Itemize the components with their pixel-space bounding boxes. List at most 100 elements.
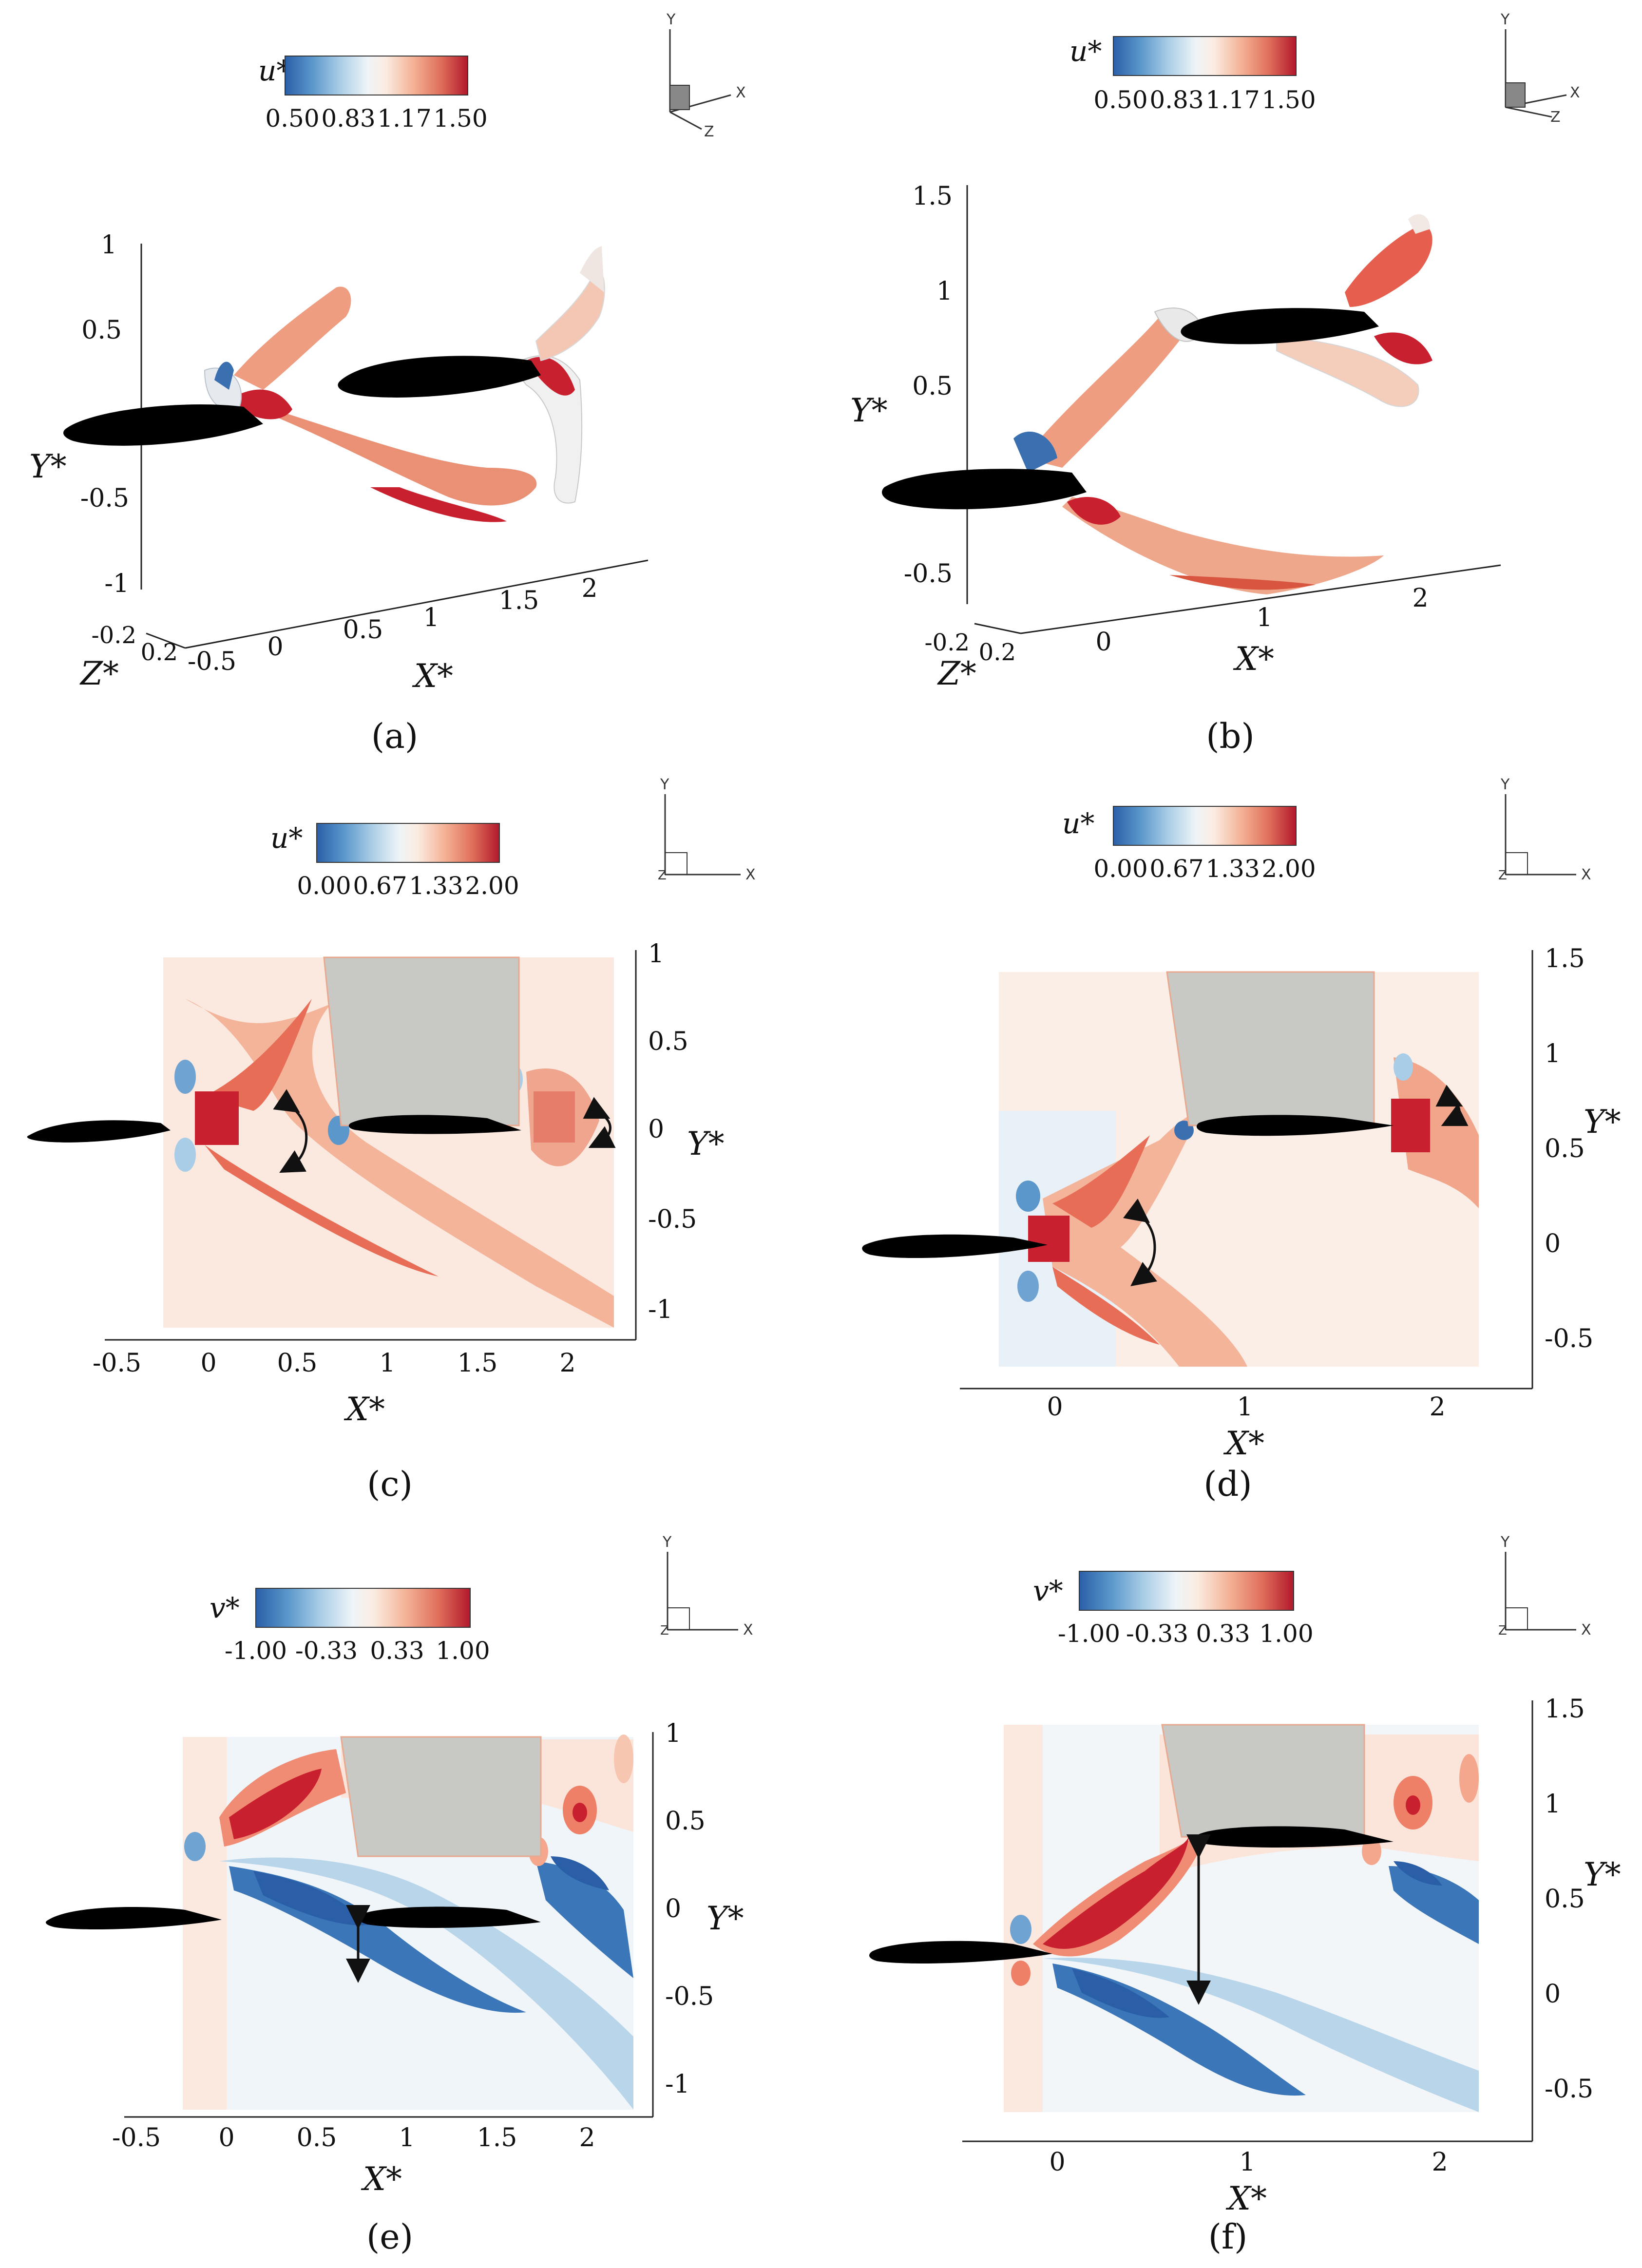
y-tick: 0 <box>665 1894 681 1924</box>
y-tick: -0.5 <box>665 1982 714 2011</box>
x-tick: 0.5 <box>343 615 383 645</box>
colorbar-tick: 0.67 <box>1149 855 1203 883</box>
front-foil-b <box>882 469 1087 510</box>
x-tick: 1 <box>379 1349 395 1378</box>
colorbar-e: v* -1.00 -0.33 0.33 1.00 <box>210 1588 490 1665</box>
colorbar-label: u* <box>1062 807 1094 840</box>
y-tick: 1.5 <box>912 182 953 211</box>
y-tick: 0.5 <box>912 372 953 401</box>
rear-foil-b <box>1181 308 1379 344</box>
x-tick: -0.5 <box>112 2123 161 2153</box>
x-tick: 0 <box>1095 628 1111 657</box>
y-label: Y* <box>1584 1103 1621 1141</box>
y-tick: 1.5 <box>1545 944 1585 973</box>
colorbar-b: u* 0.50 0.83 1.17 1.50 <box>1069 35 1316 114</box>
triad-y: Y <box>660 776 669 793</box>
colorbar-tick: 2.00 <box>1261 855 1316 883</box>
triad-x: X <box>736 84 746 101</box>
z-tick: -0.2 <box>924 629 970 656</box>
y-tick: 0 <box>1545 1980 1561 2009</box>
colorbar-tick: 0.50 <box>265 104 319 133</box>
colorbar-tick: 1.17 <box>1205 86 1260 114</box>
panel-d: u* 0.00 0.67 1.33 2.00 Y X Z <box>862 776 1621 1504</box>
axis-triad-b: Y X Z <box>1500 11 1580 126</box>
y-tick: 1 <box>1545 1039 1561 1068</box>
front-foil-f <box>869 1941 1052 1963</box>
y-tick: 0 <box>1545 1229 1561 1258</box>
axis-triad-d: Y X Z <box>1498 776 1591 883</box>
colorbar-tick: 0.83 <box>1149 86 1203 114</box>
caption-a: (a) <box>371 716 418 756</box>
x-tick: 1 <box>1256 603 1272 632</box>
x-tick: 2 <box>579 2123 595 2153</box>
colorbar-label: v* <box>1033 1574 1063 1607</box>
y-tick: -0.5 <box>648 1205 697 1234</box>
colorbar-label: u* <box>1069 35 1102 68</box>
triad-z: Z <box>660 1623 669 1638</box>
colorbar-tick: -0.33 <box>1126 1620 1188 1648</box>
colorbar-d: u* 0.00 0.67 1.33 2.00 <box>1062 806 1316 883</box>
panel-e: v* -1.00 -0.33 0.33 1.00 Y X Z <box>46 1534 753 2257</box>
plot-2d-d: 1.5 1 0.5 0 -0.5 Y* 0 1 2 X* <box>862 944 1621 1462</box>
x-label: X* <box>1233 640 1274 678</box>
panel-a: u* 0.50 0.83 1.17 1.50 Y X Z 1 0.5 -0.5 … <box>29 11 746 756</box>
z-label: Z* <box>79 655 119 692</box>
x-tick: 0.5 <box>297 2123 337 2153</box>
caption-c: (c) <box>367 1464 413 1504</box>
x-tick: 2 <box>1412 584 1428 613</box>
triad-x: X <box>1570 84 1580 101</box>
x-tick: 1.5 <box>499 586 539 615</box>
colorbar-tick: 1.00 <box>1259 1620 1313 1648</box>
x-tick: 2 <box>581 574 597 603</box>
x-tick: -0.5 <box>93 1349 141 1378</box>
x-tick: 0 <box>200 1349 216 1378</box>
y-label: Y* <box>706 1900 744 1937</box>
y-tick: -1 <box>665 2070 690 2099</box>
colorbar-tick: -0.33 <box>295 1637 358 1665</box>
front-foil-d <box>862 1234 1048 1258</box>
z-tick: 0.2 <box>141 639 178 666</box>
y-tick: 1 <box>101 230 117 260</box>
x-tick: 1.5 <box>458 1349 498 1378</box>
triad-y: Y <box>1500 11 1510 28</box>
rear-foil-c <box>348 1115 521 1134</box>
y-tick: -1 <box>104 569 129 598</box>
panel-c: u* 0.00 0.67 1.33 2.00 Y X Z <box>27 776 756 1504</box>
x-tick: 0.5 <box>277 1349 318 1378</box>
colorbar-tick: 0.50 <box>1093 86 1147 114</box>
y-tick: 0.5 <box>665 1807 706 1836</box>
colorbar-tick: 1.33 <box>409 872 463 900</box>
plot-3d-b: 1.5 1 0.5 -0.5 Y* 0 1 2 X* -0.2 0.2 Z* <box>850 182 1501 692</box>
caption-b: (b) <box>1206 716 1254 756</box>
y-tick: 0.5 <box>1545 1134 1585 1163</box>
y-label: Y* <box>687 1125 725 1163</box>
colorbar-tick: 1.00 <box>436 1637 490 1665</box>
triad-z: Z <box>658 868 667 883</box>
y-tick: 1 <box>648 939 664 969</box>
x-tick: 1 <box>423 603 439 632</box>
colorbar-tick: 1.17 <box>377 104 431 133</box>
colorbar-tick: 0.00 <box>297 872 351 900</box>
x-tick: 1.5 <box>477 2123 517 2153</box>
colorbar-tick: 1.33 <box>1205 855 1260 883</box>
y-tick: 0 <box>648 1115 664 1144</box>
axis-triad-e: Y X Z <box>660 1534 753 1639</box>
colorbar-tick: 2.00 <box>465 872 519 900</box>
y-label: Y* <box>850 392 888 429</box>
z-tick: 0.2 <box>979 639 1016 666</box>
x-tick: 1 <box>1239 2148 1255 2177</box>
x-label: X* <box>1225 2180 1267 2217</box>
y-label: Y* <box>1584 1856 1621 1893</box>
axis-triad-a: Y X Z <box>666 11 746 140</box>
triad-x: X <box>745 866 756 883</box>
x-tick: 0 <box>267 632 283 662</box>
triad-z: Z <box>704 123 714 140</box>
x-tick: 2 <box>559 1349 575 1378</box>
x-tick: 0 <box>1047 1392 1063 1422</box>
colorbar-a: u* 0.50 0.83 1.17 1.50 <box>258 54 488 133</box>
front-foil-a <box>63 404 263 446</box>
y-tick: 0.5 <box>648 1027 688 1056</box>
y-tick: 1 <box>665 1719 681 1748</box>
x-tick: 0 <box>218 2123 234 2153</box>
